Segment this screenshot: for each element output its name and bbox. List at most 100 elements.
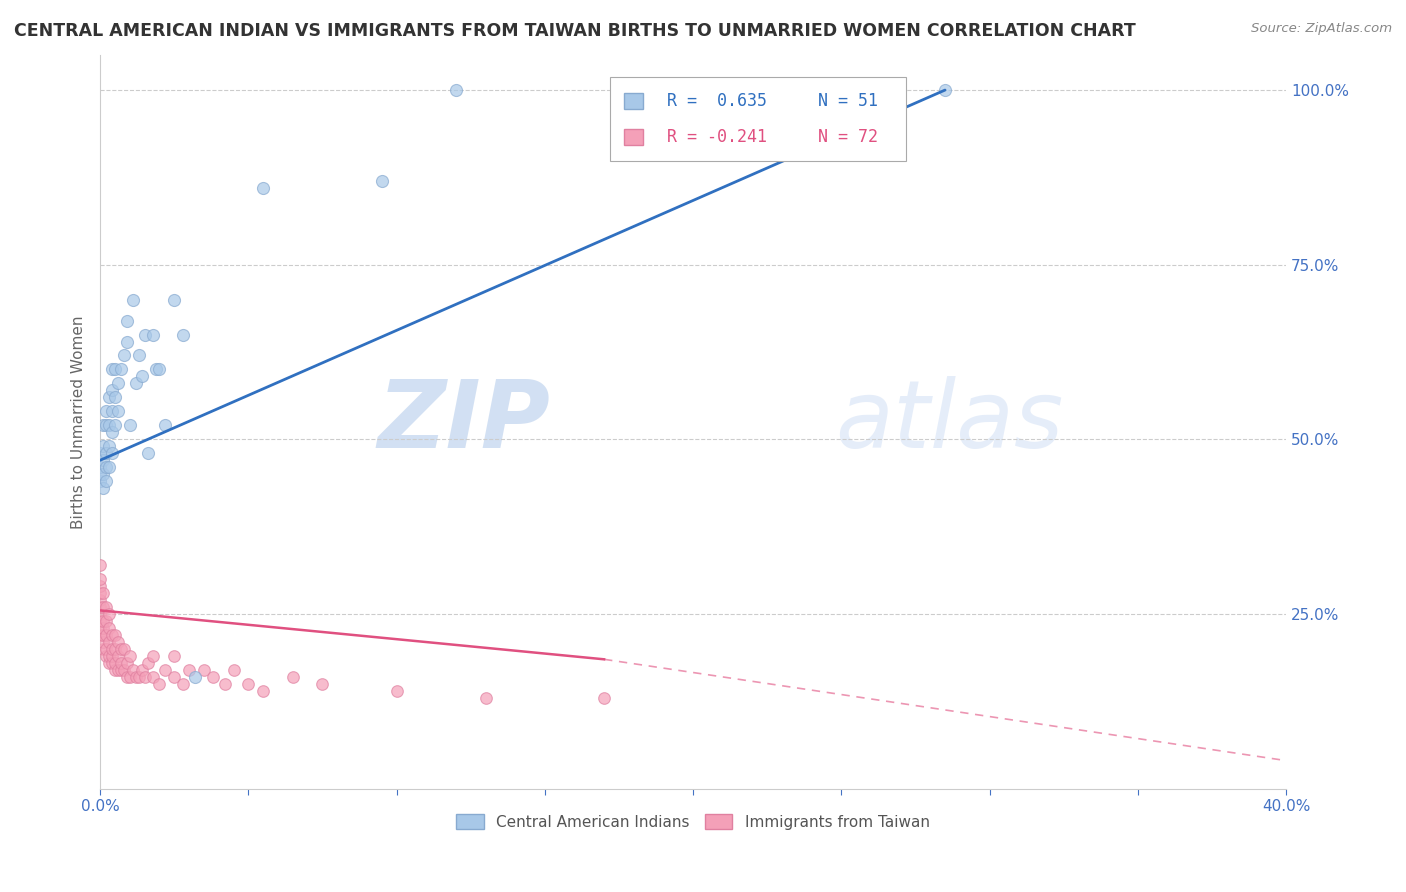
Text: R =  0.635: R = 0.635 <box>666 92 766 110</box>
Point <box>112 641 135 656</box>
Point <box>104 656 127 670</box>
Point <box>94 599 117 614</box>
Point <box>98 656 121 670</box>
Point <box>110 656 132 670</box>
Point <box>134 670 156 684</box>
Point <box>89 572 111 586</box>
Point <box>128 670 150 684</box>
Point <box>98 635 121 649</box>
FancyBboxPatch shape <box>610 77 907 161</box>
Point <box>94 614 117 628</box>
Y-axis label: Births to Unmarried Women: Births to Unmarried Women <box>72 315 86 529</box>
Point <box>101 648 124 663</box>
Point <box>104 663 127 677</box>
Point <box>107 376 129 391</box>
Point <box>112 349 135 363</box>
Point <box>89 607 111 621</box>
Point <box>98 460 121 475</box>
Point <box>115 656 138 670</box>
Point <box>98 607 121 621</box>
Point <box>98 621 121 635</box>
Point <box>107 635 129 649</box>
Point <box>89 460 111 475</box>
Point <box>101 656 124 670</box>
Point <box>128 349 150 363</box>
Point <box>101 425 124 440</box>
Point <box>214 677 236 691</box>
Point <box>193 663 215 677</box>
Point <box>89 558 111 572</box>
Point <box>94 648 117 663</box>
Point <box>101 628 124 642</box>
Point <box>134 327 156 342</box>
Point <box>91 599 114 614</box>
Point <box>91 586 114 600</box>
Point <box>89 628 111 642</box>
Point <box>91 481 114 495</box>
Text: R = -0.241: R = -0.241 <box>666 128 766 146</box>
Point <box>131 663 153 677</box>
Point <box>118 418 141 433</box>
Point <box>184 670 207 684</box>
Point <box>98 648 121 663</box>
Point <box>934 83 956 97</box>
Point <box>115 313 138 327</box>
Point <box>94 628 117 642</box>
Legend: Central American Indians, Immigrants from Taiwan: Central American Indians, Immigrants fro… <box>450 808 936 836</box>
Point <box>89 467 111 482</box>
Text: ZIP: ZIP <box>378 376 551 467</box>
Point <box>98 439 121 453</box>
Point <box>94 404 117 418</box>
Point <box>107 663 129 677</box>
Point <box>107 404 129 418</box>
Point <box>125 670 148 684</box>
Point <box>89 614 111 628</box>
Point <box>155 418 177 433</box>
Point <box>110 362 132 376</box>
Point <box>104 641 127 656</box>
Point <box>637 83 659 97</box>
Point <box>252 683 274 698</box>
Point <box>94 446 117 460</box>
Point <box>104 418 127 433</box>
Point <box>94 474 117 488</box>
Point <box>172 327 194 342</box>
Point <box>474 690 496 705</box>
Point <box>89 586 111 600</box>
Point <box>155 663 177 677</box>
Point <box>136 656 159 670</box>
Point <box>101 384 124 398</box>
Point <box>94 418 117 433</box>
Point <box>201 670 224 684</box>
Point <box>89 593 111 607</box>
Point <box>89 621 111 635</box>
Text: Source: ZipAtlas.com: Source: ZipAtlas.com <box>1251 22 1392 36</box>
Point <box>118 670 141 684</box>
Point <box>371 174 394 188</box>
Point <box>91 453 114 467</box>
Point <box>91 467 114 482</box>
Point <box>91 628 114 642</box>
Point <box>91 641 114 656</box>
Point <box>385 683 408 698</box>
Point <box>94 641 117 656</box>
Point <box>112 663 135 677</box>
FancyBboxPatch shape <box>624 93 643 109</box>
Text: N = 51: N = 51 <box>817 92 877 110</box>
Point <box>101 641 124 656</box>
Point <box>118 648 141 663</box>
Point <box>91 635 114 649</box>
Point <box>142 327 165 342</box>
Point <box>101 446 124 460</box>
Point <box>121 293 143 307</box>
Point <box>444 83 467 97</box>
Point <box>110 641 132 656</box>
Point <box>142 648 165 663</box>
Point <box>252 181 274 195</box>
Point <box>177 663 200 677</box>
Text: CENTRAL AMERICAN INDIAN VS IMMIGRANTS FROM TAIWAN BIRTHS TO UNMARRIED WOMEN CORR: CENTRAL AMERICAN INDIAN VS IMMIGRANTS FR… <box>14 22 1136 40</box>
Point <box>89 474 111 488</box>
Point <box>311 677 333 691</box>
Point <box>110 663 132 677</box>
Point <box>91 439 114 453</box>
